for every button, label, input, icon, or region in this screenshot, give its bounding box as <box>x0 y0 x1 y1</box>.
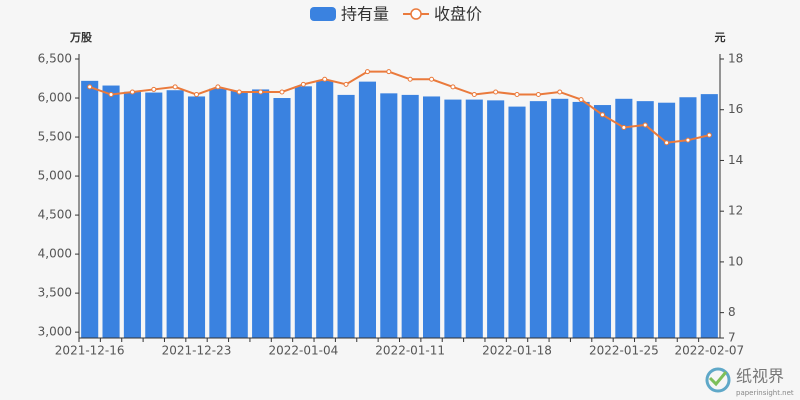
x-tick-label: 2022-02-07 <box>674 344 744 358</box>
bar <box>465 99 483 338</box>
bar <box>252 89 270 338</box>
x-tick-label: 2022-01-04 <box>268 344 338 358</box>
y-tick-label: 6,000 <box>38 91 72 105</box>
line-point <box>578 97 584 103</box>
bar <box>593 105 612 338</box>
line-point <box>471 92 477 98</box>
bar <box>380 93 398 338</box>
x-tick-label: 2021-12-16 <box>55 344 125 358</box>
line-point <box>685 137 691 143</box>
bar <box>145 92 163 338</box>
line-point <box>194 92 200 98</box>
watermark-logo <box>705 367 731 393</box>
bar <box>230 90 248 339</box>
bar <box>401 94 419 339</box>
line-point <box>215 84 221 90</box>
bar <box>487 100 505 338</box>
bar <box>423 96 441 338</box>
line-point <box>386 69 392 75</box>
line-point <box>535 92 541 98</box>
bar <box>102 85 120 338</box>
bar <box>316 80 334 338</box>
y-tick-label: 3,000 <box>38 325 72 339</box>
x-tick-label: 2022-01-11 <box>375 344 445 358</box>
line-point <box>236 89 242 95</box>
bar <box>615 98 633 339</box>
y-tick-label: 5,500 <box>38 130 72 144</box>
line-point <box>407 76 413 82</box>
line-point <box>279 89 285 95</box>
watermark-url: paperinsight.net <box>736 389 794 397</box>
line-point <box>450 84 456 90</box>
line-point <box>300 81 306 87</box>
line-point <box>129 89 135 95</box>
legend: 持有量 收盘价 <box>310 5 482 24</box>
bar <box>187 96 206 338</box>
y2-tick-label: 18 <box>728 52 743 66</box>
bar <box>679 97 697 338</box>
bar <box>444 99 462 338</box>
legend-label: 持有量 <box>341 5 389 24</box>
legend-label: 收盘价 <box>434 5 482 24</box>
watermark-check <box>708 371 728 387</box>
y2-tick-label: 14 <box>728 153 743 167</box>
bar <box>529 101 547 338</box>
x-tick-label: 2022-01-18 <box>482 344 552 358</box>
y2-tick-label: 7 <box>728 331 736 345</box>
y-tick-label: 4,500 <box>38 208 72 222</box>
bar <box>508 106 526 338</box>
bar <box>636 101 654 338</box>
line-point <box>151 86 157 92</box>
bar <box>337 94 355 339</box>
line-point <box>621 124 627 130</box>
line-point <box>599 112 605 118</box>
y-axis-name: 万股 <box>69 31 93 44</box>
bar <box>358 81 376 338</box>
y-tick-label: 3,500 <box>38 286 72 300</box>
x-tick-label: 2021-12-23 <box>162 344 232 358</box>
y-tick-label: 5,000 <box>38 169 72 183</box>
line-point <box>364 69 370 75</box>
line-point <box>343 81 349 87</box>
line-point <box>493 89 499 95</box>
y-tick-label: 4,000 <box>38 247 72 261</box>
bar <box>551 98 569 339</box>
y2-tick-label: 12 <box>728 204 743 218</box>
y-tick-label: 6,500 <box>38 52 72 66</box>
line-point <box>108 92 114 98</box>
bar <box>273 98 291 338</box>
line-point <box>258 89 264 95</box>
y2-axis-name: 元 <box>715 31 726 44</box>
bar <box>81 80 99 338</box>
line-point <box>706 132 712 138</box>
y2-tick-label: 16 <box>728 102 743 116</box>
bar <box>209 88 227 338</box>
watermark-name: 纸视界 <box>736 367 784 386</box>
bar <box>658 102 676 339</box>
y2-tick-label: 8 <box>728 305 736 319</box>
line-point <box>87 84 93 90</box>
line-point <box>429 76 435 82</box>
bar <box>572 101 590 338</box>
line <box>89 70 710 144</box>
legend-swatch <box>310 7 336 21</box>
legend-swatch-point <box>410 8 422 20</box>
line-point <box>557 89 563 95</box>
line-point <box>664 140 670 146</box>
bar <box>294 86 312 338</box>
watermark: 纸视界 paperinsight.net <box>705 367 794 397</box>
line-point <box>322 76 328 82</box>
bar <box>166 90 184 338</box>
bar <box>123 91 141 339</box>
line-point <box>172 84 178 90</box>
x-tick-label: 2022-01-25 <box>589 344 659 358</box>
bar <box>700 94 718 338</box>
line-point <box>514 92 520 98</box>
y2-tick-label: 10 <box>728 254 743 268</box>
line-point <box>642 122 648 128</box>
